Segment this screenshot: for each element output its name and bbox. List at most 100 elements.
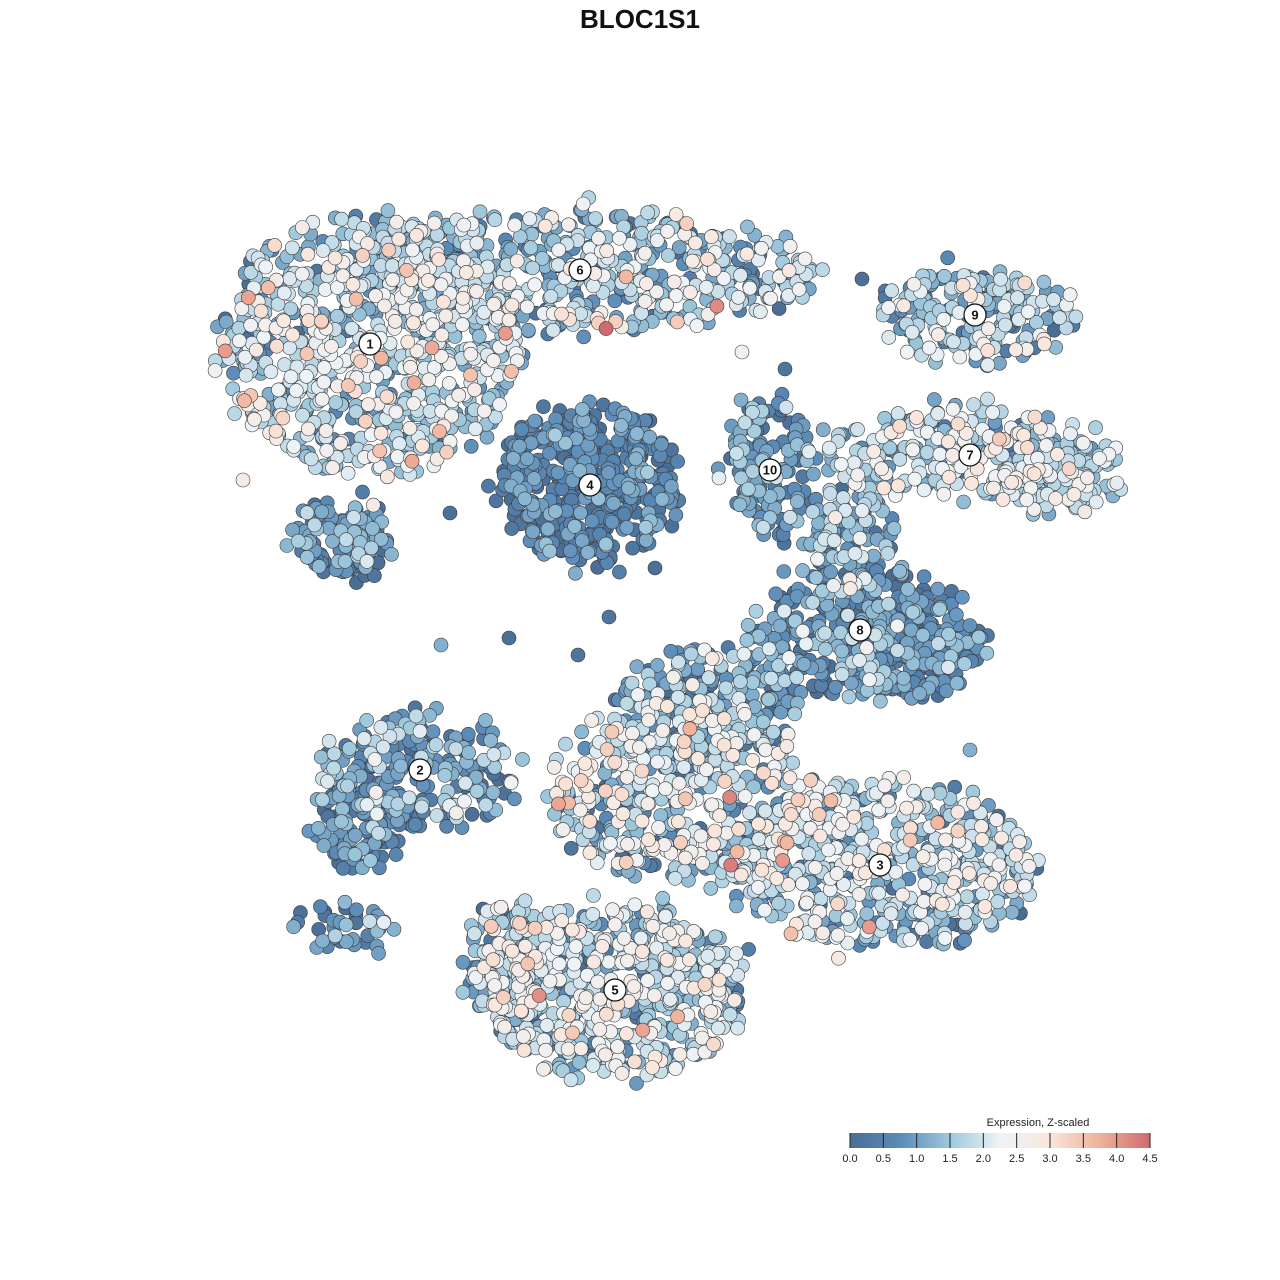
data-point (335, 861, 351, 876)
data-point (526, 471, 542, 486)
data-point (736, 646, 752, 662)
data-point (850, 467, 866, 483)
data-point (263, 364, 279, 380)
data-point (890, 618, 905, 634)
data-point (313, 899, 328, 915)
data-point (290, 533, 306, 549)
data-point (905, 604, 921, 620)
data-point (310, 820, 326, 836)
data-point (701, 670, 717, 686)
data-point (742, 805, 757, 821)
data-point (338, 917, 354, 933)
data-point (776, 564, 792, 579)
data-point (457, 793, 472, 809)
data-point (295, 407, 310, 423)
data-point (562, 543, 578, 559)
data-point (588, 211, 603, 226)
data-point (670, 454, 685, 469)
data-point (573, 505, 588, 521)
data-point (507, 791, 522, 807)
data-point (640, 973, 656, 988)
data-point (369, 806, 385, 822)
data-point (294, 266, 310, 282)
data-point (479, 429, 495, 445)
data-point (718, 680, 734, 696)
data-point (527, 277, 543, 293)
data-point (320, 774, 335, 789)
data-point (338, 532, 354, 548)
data-point (886, 521, 902, 536)
data-point (472, 204, 488, 220)
data-points (207, 190, 1128, 1091)
data-point (1017, 878, 1032, 894)
data-point (663, 479, 679, 494)
data-point (710, 1020, 726, 1036)
data-point (371, 946, 386, 961)
data-point (915, 627, 931, 643)
data-point (883, 906, 899, 922)
data-point (698, 279, 714, 295)
data-point (540, 521, 556, 537)
data-point (606, 495, 621, 511)
data-point (307, 517, 322, 533)
data-point (757, 803, 773, 819)
data-point (504, 521, 520, 536)
data-point (584, 513, 600, 529)
data-point (956, 494, 971, 510)
data-point (667, 871, 683, 886)
data-point (288, 383, 304, 398)
data-point (405, 242, 420, 258)
data-point (598, 536, 614, 552)
data-point (271, 382, 286, 398)
data-point (316, 374, 332, 390)
data-point (776, 603, 792, 619)
data-point (754, 241, 769, 256)
data-point (359, 713, 375, 728)
data-point (658, 781, 673, 797)
data-point (920, 786, 936, 802)
data-point (850, 422, 865, 437)
data-point (741, 942, 756, 957)
data-point (464, 806, 480, 822)
data-point (805, 595, 821, 610)
chart-title: BLOC1S1 (580, 4, 700, 34)
data-point (761, 692, 776, 707)
data-point (932, 446, 948, 462)
data-point (940, 250, 956, 266)
data-point (455, 954, 471, 970)
data-point (282, 340, 298, 356)
data-point (586, 888, 601, 903)
data-point (729, 445, 744, 461)
data-point (949, 675, 965, 691)
data-point (755, 520, 771, 535)
data-point (517, 491, 533, 507)
data-point (892, 451, 908, 467)
data-point (671, 654, 686, 670)
data-point (871, 885, 887, 901)
data-point (568, 939, 584, 954)
data-point (980, 391, 995, 407)
data-point (872, 693, 888, 709)
data-point (469, 235, 485, 251)
data-point (833, 457, 849, 472)
data-point (881, 300, 896, 315)
data-point (896, 670, 911, 686)
data-point (957, 904, 973, 920)
data-point (507, 217, 523, 233)
data-point (966, 397, 981, 412)
data-point (625, 540, 640, 556)
data-point (902, 932, 918, 947)
data-point (580, 545, 596, 560)
data-point (471, 328, 487, 344)
data-point (980, 357, 996, 373)
data-point (985, 405, 1001, 420)
data-point (340, 778, 355, 794)
data-point (805, 504, 821, 520)
data-point (321, 733, 337, 749)
data-point (940, 659, 956, 675)
data-point (576, 329, 592, 345)
data-point (612, 230, 627, 246)
data-point (733, 267, 748, 283)
data-point (1062, 287, 1078, 303)
data-point (821, 440, 837, 456)
